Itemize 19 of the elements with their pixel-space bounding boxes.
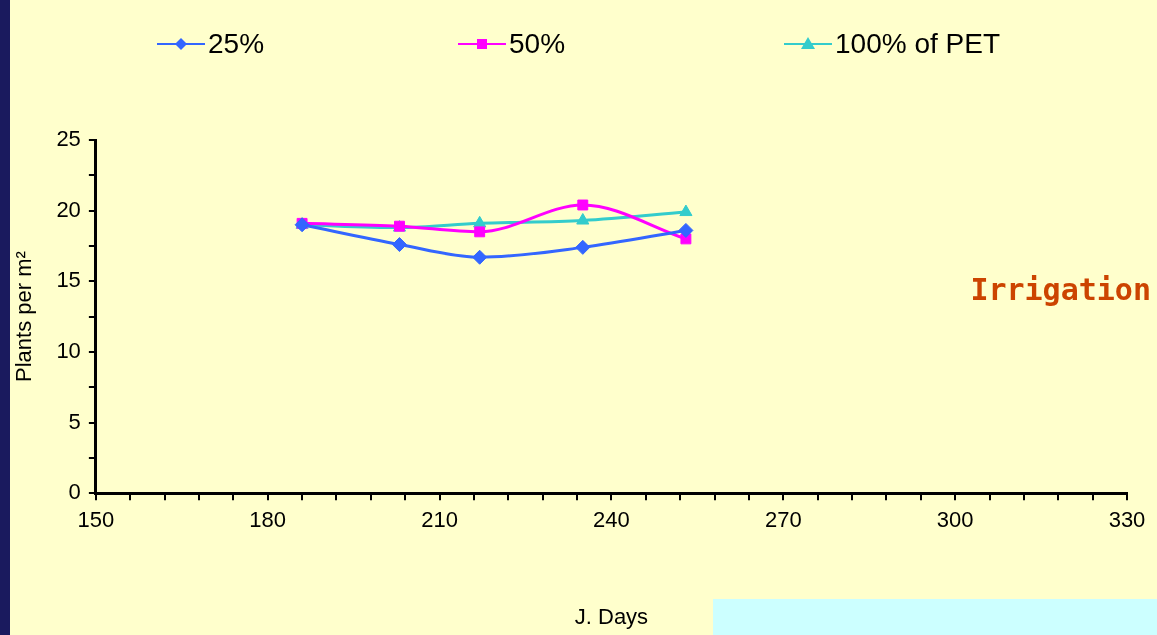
x-tick-label: 180 bbox=[249, 507, 287, 533]
x-axis-title: J. Days bbox=[574, 603, 649, 629]
legend-label: 25% bbox=[208, 27, 265, 59]
x-tick-label: 240 bbox=[593, 507, 630, 533]
legend-label: 100% of PET bbox=[835, 27, 1000, 59]
y-axis-title: Plants per m² bbox=[11, 251, 37, 383]
y-tick-label: 20 bbox=[56, 196, 81, 222]
x-tick-label: 300 bbox=[936, 507, 974, 533]
y-tick-label: 5 bbox=[68, 408, 81, 434]
x-tick-label: 210 bbox=[421, 507, 458, 533]
x-tick-label: 330 bbox=[1108, 507, 1146, 533]
annotation: Irrigation bbox=[970, 271, 1151, 307]
y-tick-label: 0 bbox=[68, 479, 81, 505]
y-tick-label: 10 bbox=[56, 337, 81, 363]
y-tick-label: 25 bbox=[56, 126, 81, 152]
x-tick-label: 150 bbox=[77, 507, 115, 533]
x-tick-label: 270 bbox=[764, 507, 802, 533]
y-tick-label: 15 bbox=[56, 267, 81, 293]
legend-label: 50% bbox=[509, 27, 566, 59]
